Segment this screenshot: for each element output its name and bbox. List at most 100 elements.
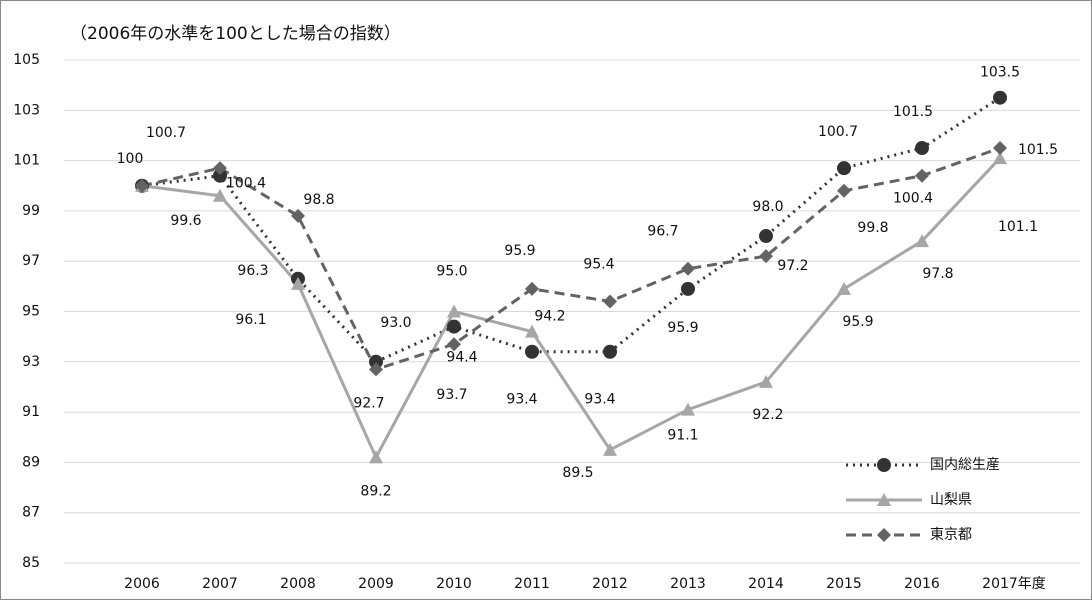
data-label: 99.8	[857, 220, 888, 236]
point	[369, 362, 383, 377]
x-tick-label: 2016	[904, 576, 940, 592]
chart-title: （2006年の水準を100とした場合の指数）	[70, 24, 401, 44]
data-label: 101.5	[893, 104, 933, 120]
point	[369, 450, 383, 464]
series-line	[141, 157, 1002, 461]
data-label: 98.0	[752, 199, 783, 215]
point	[877, 493, 891, 506]
point	[837, 161, 851, 176]
x-tick-label: 2012	[592, 576, 628, 592]
x-tick-label: 2013	[670, 576, 706, 592]
y-tick-label: 87	[22, 505, 40, 521]
y-tick-label: 89	[22, 454, 40, 470]
point	[993, 151, 1007, 165]
x-tick-label: 2007	[202, 576, 238, 592]
data-label: 93.4	[584, 392, 615, 408]
data-label: 92.7	[353, 395, 384, 411]
point	[213, 168, 227, 183]
point	[759, 229, 773, 244]
legend-label: 山梨県	[930, 492, 972, 508]
point	[291, 276, 305, 290]
data-label: 94.2	[534, 309, 565, 325]
data-label: 89.5	[562, 465, 593, 481]
data-label: 94.4	[446, 350, 477, 366]
data-label: 95.0	[436, 264, 467, 280]
point	[525, 281, 539, 296]
point	[525, 344, 539, 359]
point	[603, 294, 617, 309]
point	[135, 178, 149, 193]
x-tick-label: 2017年度	[982, 576, 1046, 592]
data-label: 99.6	[170, 213, 201, 229]
data-label: 98.8	[303, 192, 334, 208]
data-label: 93.4	[506, 392, 537, 408]
data-label: 100	[117, 151, 144, 167]
point	[759, 374, 773, 388]
point	[213, 161, 227, 176]
point	[603, 442, 617, 456]
point	[993, 90, 1007, 105]
data-label: 101.1	[998, 219, 1038, 235]
data-label: 100.4	[893, 191, 933, 207]
point	[681, 261, 695, 276]
data-label: 95.9	[667, 320, 698, 336]
data-label: 95.9	[842, 314, 873, 330]
data-label: 101.5	[1018, 142, 1058, 158]
point	[369, 354, 383, 369]
data-label: 103.5	[980, 65, 1020, 81]
legend-label: 国内総生産	[930, 457, 1000, 473]
x-tick-label: 2014	[748, 576, 784, 592]
y-tick-label: 105	[13, 52, 40, 68]
data-label: 96.3	[237, 263, 268, 279]
point	[213, 188, 227, 202]
y-tick-label: 101	[13, 153, 40, 169]
point	[915, 168, 929, 183]
data-label: 91.1	[667, 428, 698, 444]
y-tick-label: 99	[22, 203, 40, 219]
data-label: 95.9	[504, 243, 535, 259]
data-label: 100.4	[226, 176, 266, 192]
point	[291, 208, 305, 223]
y-tick-label: 103	[13, 102, 40, 118]
data-label: 95.4	[583, 256, 614, 272]
point	[837, 183, 851, 198]
point	[447, 337, 461, 352]
point	[915, 141, 929, 156]
data-label: 97.8	[922, 266, 953, 282]
x-tick-label: 2009	[358, 576, 394, 592]
point	[603, 344, 617, 359]
data-label: 89.2	[360, 483, 391, 499]
point	[915, 234, 929, 248]
point	[759, 249, 773, 264]
point	[837, 281, 851, 295]
legend-label: 東京都	[930, 527, 972, 543]
y-tick-label: 91	[22, 404, 40, 420]
point	[993, 141, 1007, 156]
series-line	[141, 146, 1001, 372]
y-tick-label: 93	[22, 354, 40, 370]
y-tick-label: 85	[22, 555, 40, 571]
y-tick-label: 97	[22, 253, 40, 269]
y-tick-label: 95	[22, 304, 40, 320]
data-label: 92.2	[752, 407, 783, 423]
x-tick-label: 2011	[514, 576, 550, 592]
x-tick-label: 2008	[280, 576, 316, 592]
x-tick-label: 2015	[826, 576, 862, 592]
data-label: 100.7	[818, 124, 858, 140]
data-label: 93.7	[436, 387, 467, 403]
point	[877, 458, 891, 472]
data-label: 100.7	[146, 125, 186, 141]
data-label: 93.0	[380, 315, 411, 331]
point	[877, 528, 891, 542]
point	[447, 319, 461, 334]
point	[525, 324, 539, 338]
point	[447, 304, 461, 318]
data-label: 96.1	[235, 312, 266, 328]
x-tick-label: 2010	[436, 576, 472, 592]
data-label: 97.2	[777, 258, 808, 274]
data-label: 96.7	[647, 224, 678, 240]
point	[681, 281, 695, 296]
x-tick-label: 2006	[124, 576, 160, 592]
